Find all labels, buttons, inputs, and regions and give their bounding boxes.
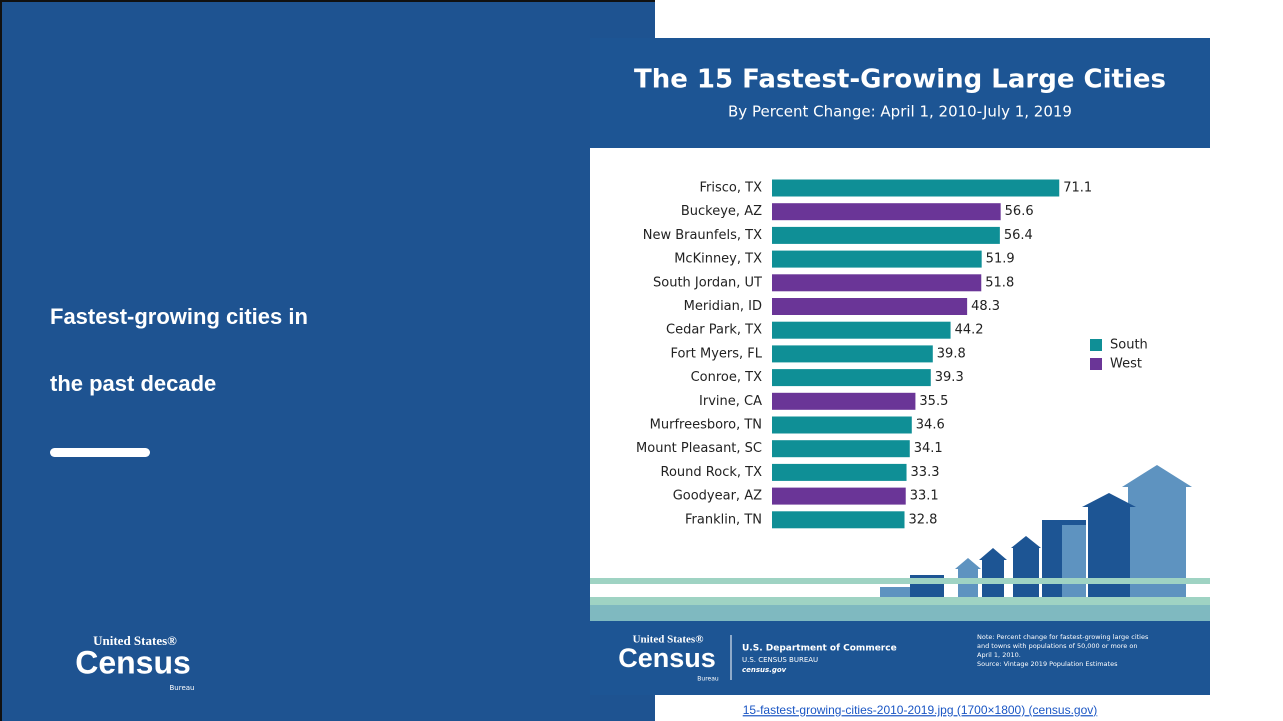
- logo-text: United States®: [93, 633, 177, 648]
- category-label: Goodyear, AZ: [673, 489, 762, 504]
- value-label: 35.5: [919, 394, 948, 409]
- value-label: 44.2: [955, 323, 984, 338]
- value-label: 39.3: [935, 370, 964, 385]
- chart-subtitle: By Percent Change: April 1, 2010-July 1,…: [728, 103, 1072, 121]
- value-label: 33.1: [910, 489, 939, 504]
- logo-text: Bureau: [697, 676, 719, 683]
- legend-swatch: [1090, 358, 1102, 370]
- category-label: New Braunfels, TX: [643, 228, 762, 243]
- value-label: 33.3: [911, 465, 940, 480]
- bar: [772, 226, 1000, 244]
- value-label: 34.1: [914, 441, 943, 456]
- bar: [772, 250, 982, 268]
- image-link[interactable]: 15-fastest-growing-cities-2010-2019.jpg …: [743, 703, 1098, 717]
- logo-text: Census: [75, 644, 191, 680]
- stripe: [590, 578, 1210, 584]
- category-label: Irvine, CA: [699, 394, 762, 409]
- category-label: Franklin, TN: [685, 512, 762, 527]
- note-line: April 1, 2010.: [977, 651, 1021, 659]
- bar: [772, 440, 910, 458]
- category-label: Cedar Park, TX: [666, 323, 762, 338]
- bar: [772, 369, 931, 387]
- footer-bureau: U.S. CENSUS BUREAU: [742, 656, 818, 664]
- chart-footer: [590, 621, 1210, 695]
- left-panel: [0, 0, 655, 721]
- category-label: Fort Myers, FL: [670, 346, 762, 361]
- legend-label: West: [1110, 357, 1142, 372]
- logo-text: Census: [618, 643, 716, 673]
- divider: [50, 448, 150, 457]
- bar: [772, 203, 1001, 221]
- value-label: 56.6: [1005, 204, 1034, 219]
- value-label: 48.3: [971, 299, 1000, 314]
- category-label: McKinney, TX: [674, 252, 762, 267]
- bar: [772, 274, 982, 292]
- bar: [772, 392, 916, 410]
- category-label: Meridian, ID: [684, 299, 762, 314]
- stripe: [590, 597, 1210, 605]
- category-label: Buckeye, AZ: [681, 204, 762, 219]
- footer-note: Note: Percent change for fastest-growing…: [977, 633, 1149, 668]
- logo-text: Bureau: [170, 684, 195, 692]
- stripe: [590, 605, 1210, 621]
- bar: [772, 463, 907, 481]
- value-label: 39.8: [937, 346, 966, 361]
- bar: [772, 298, 968, 315]
- value-label: 34.6: [916, 418, 945, 433]
- value-label: 51.8: [985, 275, 1014, 290]
- footer-dept: U.S. Department of Commerce: [742, 644, 897, 654]
- legend-swatch: [1090, 339, 1102, 351]
- logo-text: United States®: [633, 634, 704, 646]
- bar: [772, 321, 951, 339]
- value-label: 51.9: [986, 252, 1015, 267]
- bar: [772, 511, 905, 529]
- chart-header: [590, 38, 1210, 148]
- legend-label: South: [1110, 338, 1148, 353]
- category-label: Round Rock, TX: [661, 465, 763, 480]
- chart-title: The 15 Fastest-Growing Large Cities: [634, 65, 1166, 95]
- note-line: and towns with populations of 50,000 or …: [977, 642, 1137, 650]
- category-label: Mount Pleasant, SC: [636, 441, 762, 456]
- slide-title: Fastest-growing cities in: [50, 304, 308, 329]
- bar: [772, 416, 912, 434]
- note-line: Source: Vintage 2019 Population Estimate…: [977, 660, 1118, 668]
- bar: [772, 487, 906, 505]
- category-label: Conroe, TX: [691, 370, 762, 385]
- note-line: Note: Percent change for fastest-growing…: [977, 633, 1149, 641]
- category-label: South Jordan, UT: [653, 275, 762, 290]
- value-label: 71.1: [1063, 181, 1092, 196]
- border: [0, 0, 655, 2]
- footer-site: census.gov: [742, 666, 787, 674]
- skyline: [880, 465, 1192, 605]
- category-label: Murfreesboro, TN: [650, 418, 762, 433]
- value-label: 32.8: [909, 512, 938, 527]
- bar: [772, 179, 1060, 197]
- bar: [772, 345, 933, 363]
- value-label: 56.4: [1004, 228, 1033, 243]
- slide-title: the past decade: [50, 371, 216, 396]
- border: [0, 0, 2, 721]
- category-label: Frisco, TX: [700, 181, 763, 196]
